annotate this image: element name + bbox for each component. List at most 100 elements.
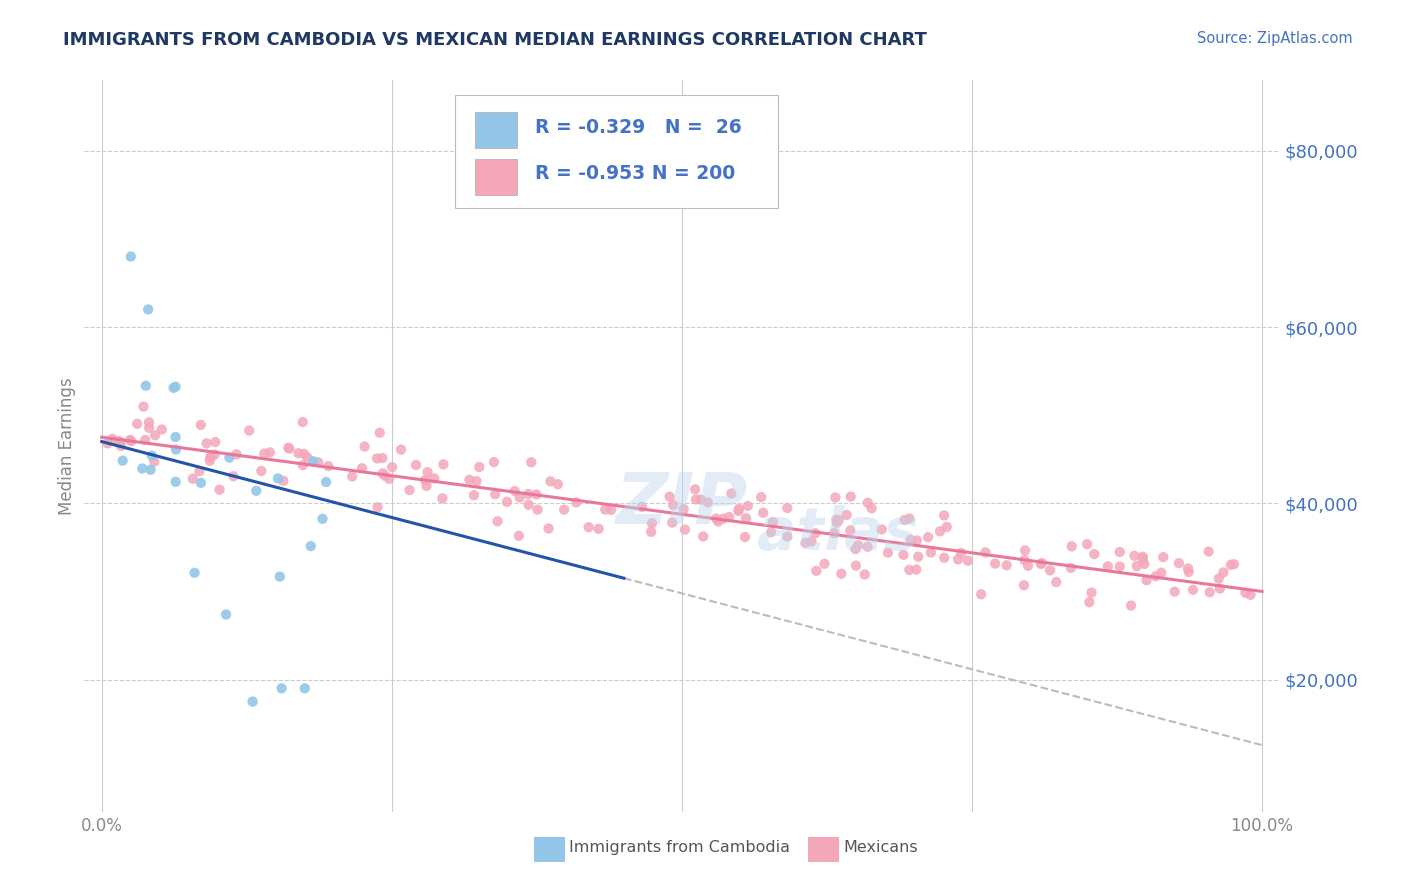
Point	[1060, 539, 1083, 553]
Point	[565, 495, 588, 509]
Point	[465, 474, 488, 488]
Point	[526, 502, 548, 516]
Point	[844, 542, 866, 557]
Point	[520, 455, 543, 469]
Point	[718, 510, 741, 524]
Text: IMMIGRANTS FROM CAMBODIA VS MEXICAN MEDIAN EARNINGS CORRELATION CHART: IMMIGRANTS FROM CAMBODIA VS MEXICAN MEDI…	[63, 31, 927, 49]
Point	[1181, 582, 1204, 597]
Point	[1234, 586, 1257, 600]
Point	[267, 471, 290, 485]
Point	[181, 472, 204, 486]
Point	[823, 525, 845, 540]
Point	[526, 487, 548, 501]
Point	[307, 455, 329, 469]
Point	[806, 564, 828, 578]
Point	[776, 500, 799, 515]
Point	[853, 567, 876, 582]
Point	[278, 442, 301, 456]
Point	[496, 495, 519, 509]
Point	[641, 516, 664, 531]
Text: atlas: atlas	[756, 505, 918, 562]
Point	[190, 417, 212, 432]
Point	[405, 458, 427, 472]
FancyBboxPatch shape	[475, 159, 517, 195]
Point	[299, 539, 322, 553]
Point	[1133, 557, 1156, 571]
Y-axis label: Median Earnings: Median Earnings	[58, 377, 76, 515]
Point	[856, 496, 879, 510]
Point	[291, 458, 314, 473]
Point	[950, 546, 973, 560]
Point	[245, 483, 267, 498]
Point	[139, 463, 162, 477]
Point	[138, 415, 160, 429]
Point	[1039, 563, 1062, 577]
Point	[1045, 575, 1067, 590]
Point	[870, 523, 893, 537]
Point	[728, 501, 751, 516]
Point	[198, 454, 221, 468]
Point	[920, 545, 942, 559]
Point	[553, 502, 575, 516]
Point	[713, 511, 735, 525]
Point	[131, 461, 153, 475]
Point	[302, 454, 325, 468]
Point	[195, 436, 218, 450]
Point	[946, 552, 969, 566]
Point	[727, 504, 749, 518]
Point	[1097, 559, 1119, 574]
Point	[707, 515, 730, 529]
Point	[318, 459, 340, 474]
Point	[905, 563, 928, 577]
Point	[204, 435, 226, 450]
Point	[661, 516, 683, 530]
Point	[208, 483, 231, 497]
Point	[893, 548, 915, 562]
Point	[141, 449, 163, 463]
Point	[291, 415, 314, 429]
Point	[118, 433, 141, 447]
Point	[432, 491, 454, 506]
Point	[1198, 585, 1220, 599]
Point	[762, 515, 785, 529]
Point	[350, 461, 373, 475]
Point	[735, 511, 758, 525]
Point	[143, 428, 166, 442]
Point	[1076, 537, 1098, 551]
Point	[218, 450, 240, 465]
Point	[200, 450, 222, 464]
Point	[1060, 561, 1083, 575]
Point	[640, 524, 662, 539]
Point	[134, 433, 156, 447]
Point	[340, 469, 363, 483]
Point	[415, 479, 437, 493]
Point	[540, 475, 562, 489]
Point	[253, 447, 276, 461]
Point	[893, 513, 915, 527]
Point	[825, 516, 848, 530]
Point	[825, 513, 848, 527]
Point	[484, 487, 506, 501]
Point	[737, 499, 759, 513]
Point	[517, 498, 540, 512]
Point	[905, 533, 928, 548]
Point	[150, 423, 173, 437]
Point	[271, 474, 294, 488]
Point	[827, 513, 849, 527]
Text: Source: ZipAtlas.com: Source: ZipAtlas.com	[1197, 31, 1353, 46]
Point	[97, 436, 120, 450]
Point	[537, 521, 560, 535]
Point	[468, 460, 491, 475]
Point	[292, 447, 315, 461]
Point	[250, 464, 273, 478]
Point	[1014, 543, 1036, 558]
Point	[995, 558, 1018, 573]
Point	[463, 488, 485, 502]
Point	[704, 511, 727, 525]
Point	[1198, 544, 1220, 558]
Point	[673, 523, 696, 537]
Point	[287, 446, 309, 460]
Point	[432, 458, 454, 472]
Point	[824, 491, 846, 505]
Point	[900, 533, 922, 547]
